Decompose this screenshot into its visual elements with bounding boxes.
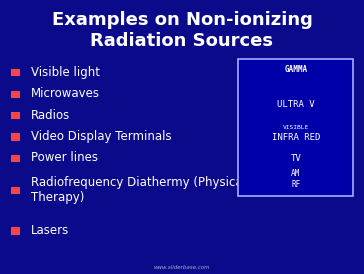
Bar (11, 133, 20, 141)
Text: Examples on Non-ionizing
Radiation Sources: Examples on Non-ionizing Radiation Sourc… (52, 11, 312, 50)
Text: Lasers: Lasers (31, 224, 69, 237)
Text: Visible light: Visible light (31, 65, 100, 79)
Bar (238, 59, 353, 196)
Bar (11, 91, 20, 98)
Bar (11, 187, 20, 194)
Bar (11, 112, 20, 119)
Bar (11, 227, 20, 235)
Text: Video Display Terminals: Video Display Terminals (31, 130, 171, 143)
Bar (11, 155, 20, 162)
Text: TV: TV (290, 155, 301, 163)
Text: ULTRA V: ULTRA V (277, 100, 314, 109)
Text: RF: RF (291, 181, 300, 189)
Bar (11, 69, 20, 76)
Text: VISIBLE: VISIBLE (282, 125, 309, 130)
Text: Radios: Radios (31, 109, 70, 122)
Text: Radiofrequency Diathermy (Physical
Therapy): Radiofrequency Diathermy (Physical Thera… (31, 176, 246, 204)
Text: Power lines: Power lines (31, 151, 98, 164)
Text: Microwaves: Microwaves (31, 87, 100, 101)
Text: www.sliderbase.com: www.sliderbase.com (154, 265, 210, 270)
Text: GAMMA: GAMMA (284, 65, 307, 74)
Text: INFRA RED: INFRA RED (272, 133, 320, 141)
Text: AM: AM (291, 170, 300, 178)
